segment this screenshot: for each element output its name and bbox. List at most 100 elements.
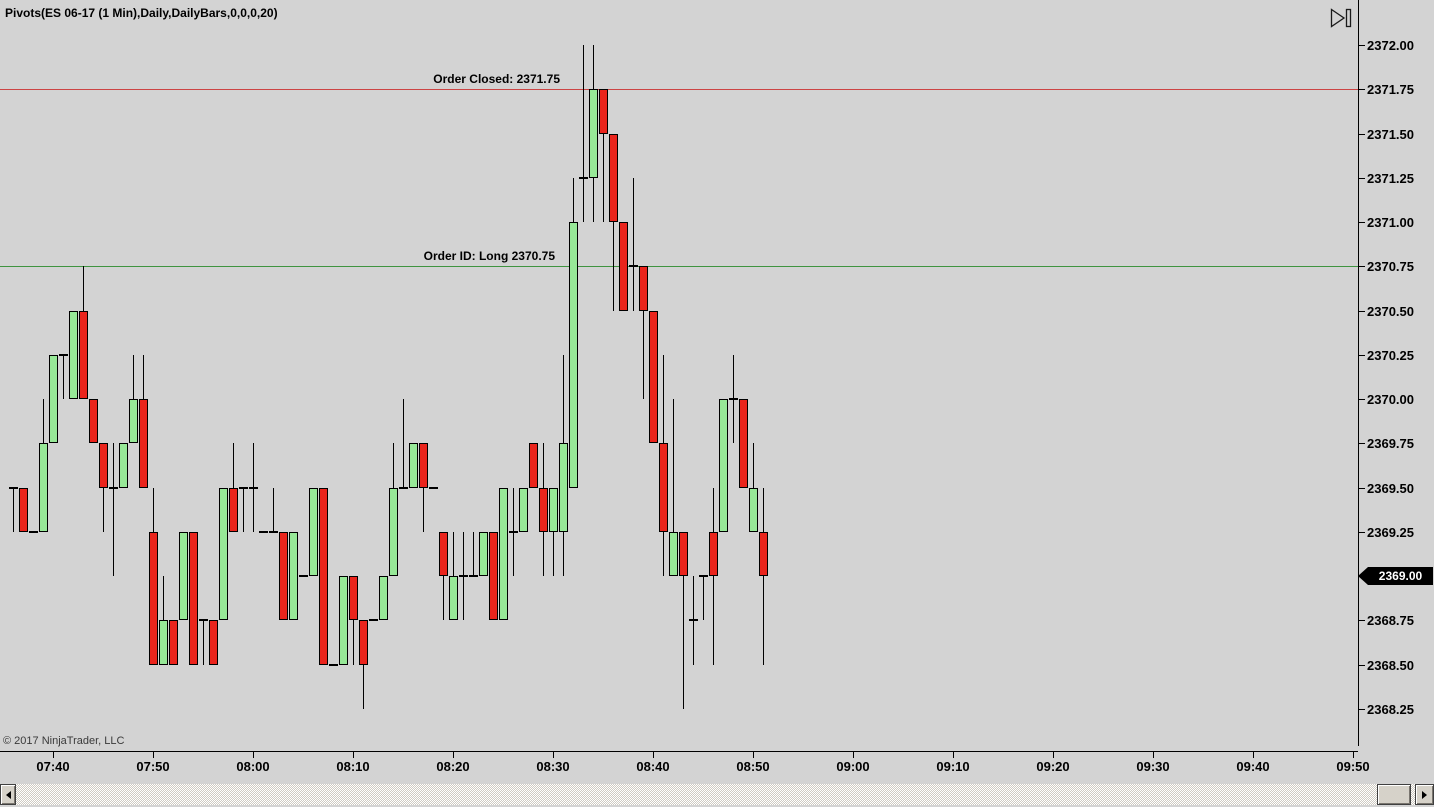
- down-candle: [99, 443, 108, 488]
- candle-wick: [713, 487, 714, 665]
- price-tick-label: 2370.00: [1367, 392, 1414, 407]
- doji-candle: [259, 530, 268, 533]
- time-tick-label: 07:40: [36, 759, 70, 774]
- doji-candle: [239, 486, 248, 489]
- down-candle: [599, 89, 608, 134]
- time-tick-label: 08:50: [736, 759, 770, 774]
- time-tick-label: 09:10: [936, 759, 970, 774]
- candle-wick: [103, 443, 104, 532]
- up-candle: [389, 487, 398, 576]
- doji-candle: [579, 176, 588, 179]
- price-tick: [1358, 399, 1365, 400]
- horizontal-scrollbar[interactable]: [0, 783, 1434, 807]
- up-candle: [379, 576, 388, 621]
- up-candle: [559, 443, 568, 532]
- price-tick: [1358, 354, 1365, 356]
- up-candle: [719, 399, 728, 532]
- price-tick-label: 2368.25: [1367, 701, 1414, 717]
- price-tick-label: 2368.75: [1367, 613, 1414, 629]
- price-tick: [1358, 443, 1365, 445]
- price-tick: [1358, 708, 1365, 710]
- price-tick-label: 2371.75: [1367, 82, 1414, 98]
- up-candle: [179, 531, 188, 621]
- price-tick: [1358, 620, 1365, 622]
- price-tick-label: 2369.50: [1367, 480, 1414, 496]
- time-tick-label: 08:40: [636, 759, 670, 774]
- candle-wick: [583, 45, 584, 222]
- up-candle: [669, 531, 678, 576]
- candle-wick: [703, 576, 704, 621]
- price-tick: [1358, 664, 1365, 666]
- down-candle: [189, 531, 198, 665]
- up-candle: [219, 487, 228, 621]
- price-tick-label: 2372.00: [1367, 38, 1414, 53]
- down-candle: [659, 443, 668, 532]
- time-tick-label: 08:20: [436, 759, 470, 774]
- order-closed-label: Order Closed: 2371.75: [433, 72, 560, 87]
- time-tick: [1253, 752, 1254, 758]
- doji-candle: [399, 486, 408, 489]
- down-candle: [489, 531, 498, 621]
- doji-candle: [249, 486, 258, 489]
- time-tick: [953, 752, 954, 758]
- doji-candle: [729, 398, 738, 400]
- down-candle: [709, 531, 718, 576]
- scroll-left-button[interactable]: [0, 784, 16, 805]
- up-candle: [569, 222, 578, 488]
- up-candle: [69, 310, 78, 399]
- time-tick-label: 07:50: [136, 759, 170, 774]
- down-candle: [349, 576, 358, 621]
- skip-to-last-bar-icon[interactable]: [1330, 7, 1356, 29]
- candle-wick: [613, 133, 614, 311]
- up-candle: [499, 487, 508, 621]
- copyright-text: © 2017 NinjaTrader, LLC: [3, 735, 125, 747]
- scrollbar-track[interactable]: [0, 784, 1434, 805]
- scrollbar-thumb[interactable]: [1377, 784, 1411, 805]
- time-tick-label: 08:30: [536, 759, 570, 774]
- candle-wick: [63, 354, 64, 399]
- time-tick: [1053, 752, 1054, 758]
- up-candle: [159, 620, 168, 665]
- down-candle: [679, 531, 688, 576]
- time-tick: [1153, 752, 1154, 758]
- price-tick: [1358, 266, 1365, 268]
- down-candle: [529, 443, 538, 488]
- chart-plot-area[interactable]: [0, 0, 1358, 751]
- doji-candle: [699, 575, 708, 577]
- time-tick: [153, 752, 154, 758]
- up-candle: [289, 531, 298, 621]
- price-tick-label: 2369.75: [1367, 436, 1414, 452]
- price-tick-label: 2371.25: [1367, 170, 1414, 186]
- time-tick-label: 09:50: [1336, 759, 1370, 774]
- order-entry-line[interactable]: [0, 266, 1358, 267]
- price-tick: [1358, 531, 1365, 533]
- up-candle: [549, 487, 558, 532]
- up-candle: [49, 354, 58, 444]
- time-tick: [253, 752, 254, 758]
- time-tick: [853, 752, 854, 758]
- candle-wick: [363, 620, 364, 709]
- time-tick-label: 09:30: [1136, 759, 1170, 774]
- down-candle: [359, 620, 368, 665]
- candle-wick: [633, 177, 634, 311]
- price-tick: [1358, 222, 1365, 223]
- down-candle: [439, 531, 448, 576]
- doji-candle: [59, 353, 68, 356]
- price-tick-label: 2371.00: [1367, 215, 1414, 230]
- down-candle: [279, 531, 288, 621]
- candle-wick: [443, 531, 444, 621]
- candle-wick: [683, 531, 684, 709]
- up-candle: [589, 89, 598, 178]
- scroll-right-button[interactable]: [1415, 784, 1434, 805]
- order-closed-line: [0, 89, 1358, 90]
- down-candle: [739, 399, 748, 488]
- chart-title: Pivots(ES 06-17 (1 Min),Daily,DailyBars,…: [5, 6, 278, 20]
- last-price-marker: 2369.00: [1368, 567, 1433, 585]
- right-arrow-icon: [1422, 790, 1427, 799]
- doji-candle: [29, 530, 38, 533]
- down-candle: [89, 399, 98, 444]
- up-candle: [309, 487, 318, 576]
- down-candle: [139, 399, 148, 488]
- price-tick-label: 2371.50: [1367, 126, 1414, 142]
